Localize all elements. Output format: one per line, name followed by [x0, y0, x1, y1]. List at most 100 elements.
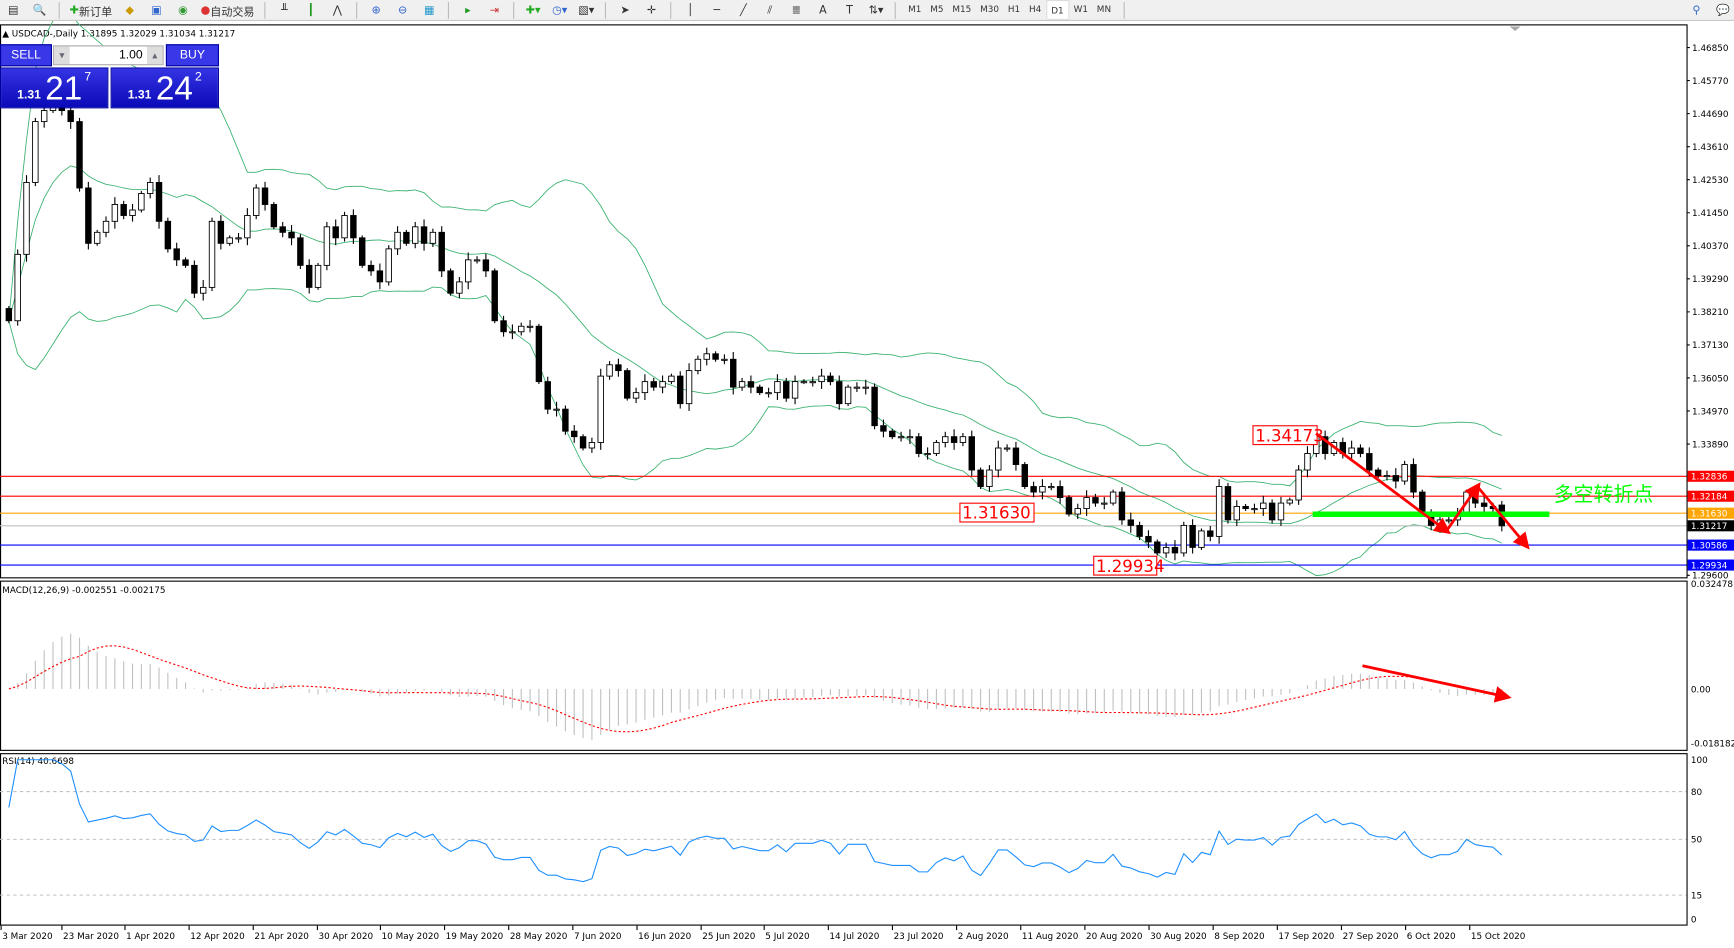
candle [871, 386, 878, 427]
timeframe-h4[interactable]: H4 [1028, 3, 1042, 14]
fibonacci-icon[interactable]: ≣ [791, 3, 802, 17]
candle [85, 187, 92, 244]
price-tag-bg [1687, 559, 1734, 571]
date-label: 25 Jun 2020 [702, 932, 755, 942]
candle [1074, 508, 1081, 515]
text-label-icon[interactable]: T [846, 3, 853, 17]
new-order-button[interactable]: ✚ 新订单 [69, 3, 113, 19]
candle [650, 381, 657, 388]
chart-window-icon[interactable]: ▤ [8, 3, 19, 17]
trend-arrow [1476, 485, 1530, 550]
terminal-icon[interactable]: ▣ [151, 3, 162, 17]
candle [1357, 447, 1364, 454]
auto-trading-icon: ● [200, 3, 211, 17]
candle [1321, 436, 1329, 454]
zoom-in-icon[interactable]: ⊕ [371, 3, 381, 17]
candle [217, 220, 225, 244]
candle [791, 381, 799, 399]
candle [694, 358, 702, 372]
horizontal-line-icon[interactable]: ─ [713, 3, 721, 17]
candle [305, 264, 313, 288]
candle [244, 215, 251, 239]
timeframe-d1[interactable]: D1 [1045, 0, 1070, 20]
candle [208, 220, 216, 288]
candle [1048, 486, 1055, 489]
candle [836, 381, 843, 405]
crosshair-icon[interactable]: ✛ [646, 3, 657, 17]
timeframe-m15[interactable]: M15 [952, 3, 972, 14]
candle [93, 231, 101, 244]
price-axis-label: 1.43610 [1692, 143, 1729, 153]
zoom-search-icon[interactable]: 🔍 [32, 3, 47, 17]
line-chart-icon[interactable]: ⋀ [332, 3, 342, 17]
price-axis-label: 1.29600 [1692, 572, 1729, 582]
auto-trading-button[interactable]: ● 自动交易 [200, 3, 255, 19]
candle [1154, 541, 1161, 554]
timeframe-h1[interactable]: H1 [1007, 3, 1021, 14]
chart-shift-icon[interactable]: ⇥ [489, 3, 500, 17]
candle [491, 270, 498, 322]
chat-icon[interactable]: 💬 [1716, 3, 1730, 17]
timeframe-m5[interactable]: M5 [930, 3, 944, 14]
candle [553, 408, 560, 411]
navigator-icon[interactable]: ◆ [125, 3, 135, 17]
candle [1410, 464, 1417, 493]
tile-windows-icon[interactable]: ▦ [423, 3, 435, 17]
trendline-icon[interactable]: ╱ [739, 3, 747, 17]
candle [138, 193, 145, 211]
lot-size-input[interactable]: ▼ 1.00 ▲ [53, 45, 164, 66]
candle [1480, 502, 1488, 507]
candle [933, 442, 940, 454]
channel-icon[interactable]: ⫽ [767, 3, 773, 17]
candle [641, 381, 649, 394]
buy-price[interactable]: 1.31 24 2 [110, 67, 219, 109]
rsi-axis-label: 0 [1691, 915, 1697, 925]
candle [1304, 453, 1311, 471]
candle [1251, 508, 1258, 511]
bar-chart-icon[interactable]: ╨ [281, 3, 288, 17]
candle [438, 231, 445, 272]
timeframe-m1[interactable]: M1 [908, 3, 922, 14]
macd-pane [0, 580, 1688, 751]
lot-increase-icon[interactable]: ▲ [147, 46, 163, 65]
candle [385, 248, 392, 283]
rsi-axis-label: 15 [1691, 891, 1702, 901]
candle [297, 237, 304, 266]
candlestick-icon[interactable]: ┃ [307, 3, 315, 17]
candle [1012, 447, 1020, 465]
sell-price[interactable]: 1.31 21 7 [0, 67, 109, 109]
candle [164, 220, 172, 250]
price-tag: 1.32184 [1691, 493, 1728, 503]
lot-decrease-icon[interactable]: ▼ [54, 46, 70, 65]
main-pane [0, 24, 1688, 579]
buy-button[interactable]: BUY [165, 44, 219, 67]
candle [1092, 497, 1099, 504]
candle [173, 248, 180, 261]
zoom-out-icon[interactable]: ⊖ [398, 3, 408, 17]
candle [1233, 505, 1240, 521]
price-axis-label: 1.34970 [1692, 407, 1729, 417]
rsi-axis-label: 100 [1691, 756, 1708, 766]
candle [1198, 530, 1205, 548]
candle [1039, 486, 1046, 493]
auto-scroll-icon[interactable]: ▸ [465, 3, 471, 17]
sell-button[interactable]: SELL [0, 44, 52, 67]
timeframe-mn[interactable]: MN [1096, 3, 1112, 14]
search-icon[interactable]: ⚲ [1692, 3, 1701, 17]
text-icon[interactable]: A [819, 3, 827, 17]
timeframe-w1[interactable]: W1 [1073, 3, 1088, 14]
candle [1401, 464, 1408, 482]
price-chart[interactable]: ▲ USDCAD-,Daily 1.31895 1.32029 1.31034 … [0, 21, 1734, 948]
macd-histogram [17, 633, 1503, 740]
candle [1392, 475, 1400, 482]
candle [155, 182, 163, 222]
templates-icon[interactable]: ▧▾ [578, 3, 595, 17]
vertical-line-icon[interactable]: │ [686, 3, 694, 17]
indicators-icon[interactable]: ✚▾ [525, 3, 541, 17]
candle [880, 425, 887, 432]
timeframe-m30[interactable]: M30 [980, 3, 999, 14]
signals-icon[interactable]: ◉ [178, 3, 188, 17]
cursor-icon[interactable]: ➤ [620, 3, 630, 17]
periods-icon[interactable]: ◷▾ [552, 3, 568, 17]
arrows-icon[interactable]: ⇅▾ [868, 3, 884, 17]
